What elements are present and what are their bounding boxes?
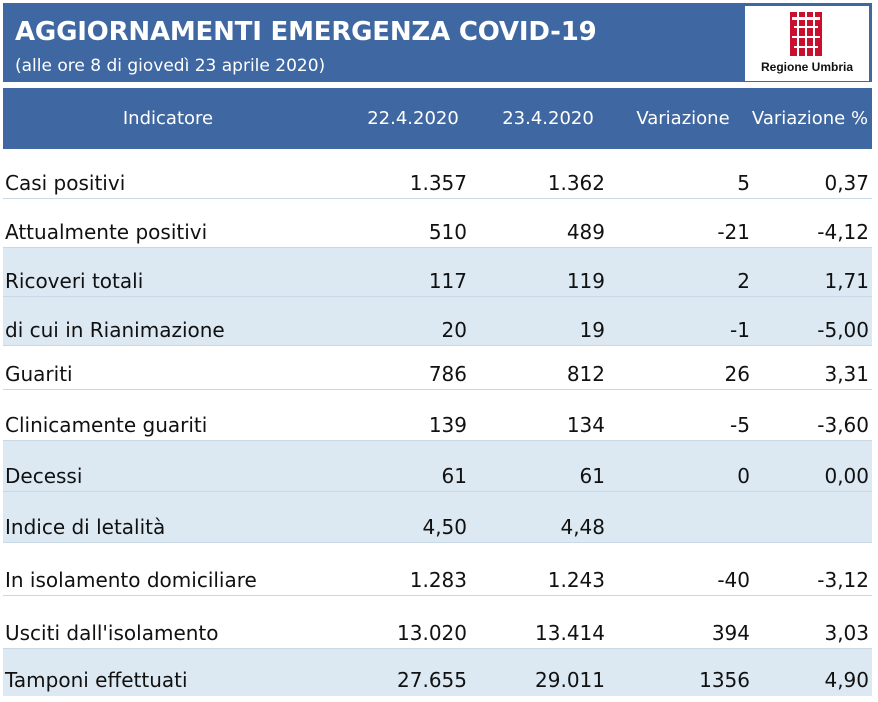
column-header-date1: 22.4.2020 <box>367 108 459 129</box>
table-row: Clinicamente guariti 139 134 -5 -3,60 <box>3 390 872 441</box>
row-label: Clinicamente guariti <box>5 413 208 437</box>
cell-variation-pct: -3,12 <box>817 568 869 592</box>
row-label: Guariti <box>5 362 73 386</box>
table-row: Tamponi effettuati 27.655 29.011 1356 4,90 <box>3 649 872 696</box>
cell-variation-pct: 3,03 <box>824 621 869 645</box>
cell-variation-pct: 1,71 <box>824 269 869 293</box>
row-label: Tamponi effettuati <box>5 668 188 692</box>
cell-variation: -1 <box>730 318 750 342</box>
logo-caption: Regione Umbria <box>760 60 853 74</box>
cell-variation-pct: 4,90 <box>824 668 869 692</box>
cell-variation-pct: -4,12 <box>817 220 869 244</box>
cell-23-4-2020: 61 <box>579 464 605 488</box>
cell-23-4-2020: 1.243 <box>547 568 605 592</box>
cell-23-4-2020: 29.011 <box>535 668 605 692</box>
cell-variation: 0 <box>737 464 750 488</box>
page-subtitle: (alle ore 8 di giovedì 23 aprile 2020) <box>15 56 326 76</box>
cell-variation: 5 <box>737 171 750 195</box>
cell-22-4-2020: 1.357 <box>409 171 467 195</box>
table-row: Usciti dall'isolamento 13.020 13.414 394 3,0… <box>3 596 872 649</box>
cell-23-4-2020: 4,48 <box>560 515 605 539</box>
table-row: Casi positivi 1.357 1.362 5 0,37 <box>3 150 872 199</box>
table-header: Indicatore 22.4.2020 23.4.2020 Variazion… <box>3 88 872 149</box>
row-divider <box>3 648 872 649</box>
table-row: In isolamento domiciliare 1.283 1.243 -40 -3… <box>3 543 872 596</box>
column-header-date2: 23.4.2020 <box>502 108 594 129</box>
cell-variation: 394 <box>711 621 750 645</box>
row-label: di cui in Rianimazione <box>5 318 225 342</box>
table-row: Attualmente positivi 510 489 -21 -4,12 <box>3 199 872 248</box>
cell-variation: -21 <box>717 220 750 244</box>
table-row: Decessi 61 61 0 0,00 <box>3 441 872 492</box>
cell-22-4-2020: 4,50 <box>422 515 467 539</box>
cell-22-4-2020: 1.283 <box>409 568 467 592</box>
column-header-variation-pct: Variazione % <box>751 108 869 129</box>
cell-variation: 1356 <box>699 668 750 692</box>
cell-variation: -40 <box>717 568 750 592</box>
row-divider <box>3 595 872 596</box>
title-banner: AGGIORNAMENTI EMERGENZA COVID-19 (alle o… <box>3 3 872 82</box>
row-label: Ricoveri totali <box>5 269 144 293</box>
table-row: Indice di letalità 4,50 4,48 <box>3 492 872 543</box>
cell-22-4-2020: 139 <box>428 413 467 437</box>
cell-22-4-2020: 13.020 <box>397 621 467 645</box>
column-header-indicator: Indicatore <box>122 108 214 129</box>
row-label: Attualmente positivi <box>5 220 208 244</box>
cell-22-4-2020: 117 <box>428 269 467 293</box>
table-row: di cui in Rianimazione 20 19 -1 -5,00 <box>3 297 872 346</box>
cell-variation: 2 <box>737 269 750 293</box>
cell-22-4-2020: 510 <box>428 220 467 244</box>
row-divider <box>3 345 872 346</box>
row-label: Indice di letalità <box>5 515 166 539</box>
row-label: Casi positivi <box>5 171 126 195</box>
cell-variation-pct: 0,37 <box>824 171 869 195</box>
cell-variation-pct: 3,31 <box>824 362 869 386</box>
row-divider <box>3 389 872 390</box>
cell-23-4-2020: 119 <box>566 269 605 293</box>
cell-variation-pct: -5,00 <box>817 318 869 342</box>
table-row: Guariti 786 812 26 3,31 <box>3 346 872 390</box>
cell-22-4-2020: 20 <box>441 318 467 342</box>
row-label: Decessi <box>5 464 83 488</box>
cell-23-4-2020: 812 <box>566 362 605 386</box>
region-emblem-icon <box>790 12 822 56</box>
cell-variation: -5 <box>730 413 750 437</box>
row-divider <box>3 247 872 248</box>
cell-23-4-2020: 134 <box>566 413 605 437</box>
row-divider <box>3 296 872 297</box>
row-divider <box>3 542 872 543</box>
cell-23-4-2020: 1.362 <box>547 171 605 195</box>
cell-22-4-2020: 61 <box>441 464 467 488</box>
row-divider <box>3 491 872 492</box>
row-divider <box>3 440 872 441</box>
cell-23-4-2020: 13.414 <box>535 621 605 645</box>
cell-variation: 26 <box>724 362 750 386</box>
cell-variation-pct: -3,60 <box>817 413 869 437</box>
cell-22-4-2020: 786 <box>428 362 467 386</box>
row-divider <box>3 198 872 199</box>
column-header-variation: Variazione <box>636 108 730 129</box>
region-logo: Regione Umbria <box>745 6 869 81</box>
page-title: AGGIORNAMENTI EMERGENZA COVID-19 <box>15 17 597 47</box>
row-label: Usciti dall'isolamento <box>5 621 219 645</box>
row-label: In isolamento domiciliare <box>5 568 257 592</box>
cell-22-4-2020: 27.655 <box>397 668 467 692</box>
cell-variation-pct: 0,00 <box>824 464 869 488</box>
cell-23-4-2020: 19 <box>579 318 605 342</box>
cell-23-4-2020: 489 <box>566 220 605 244</box>
table-row: Ricoveri totali 117 119 2 1,71 <box>3 248 872 297</box>
